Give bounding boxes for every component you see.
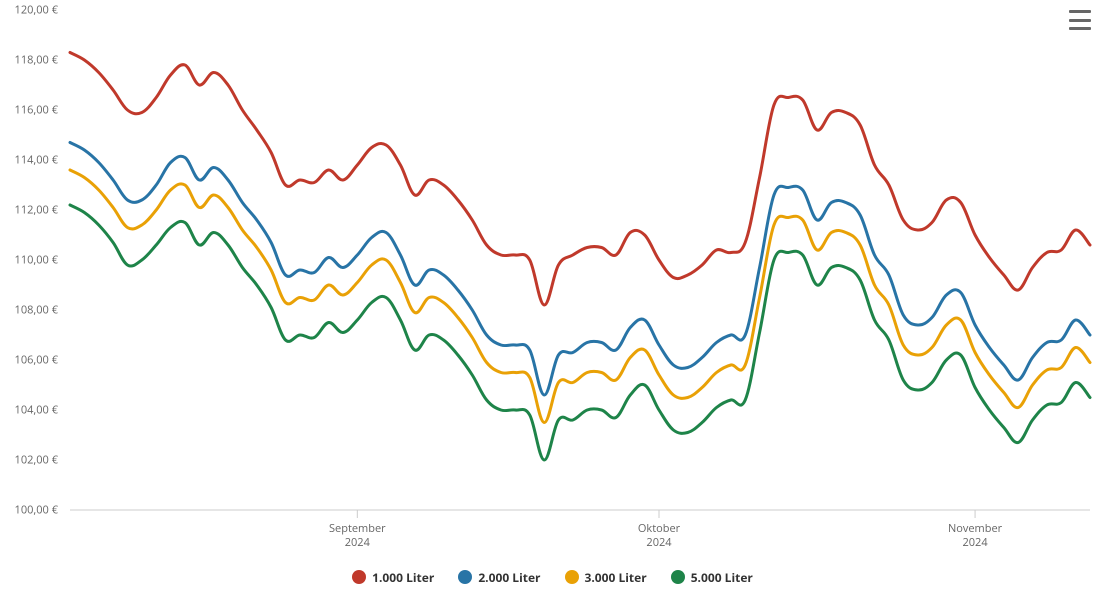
legend: 1.000 Liter 2.000 Liter 3.000 Liter 5.000 L…	[0, 569, 1105, 589]
legend-swatch-icon	[565, 570, 579, 584]
legend-label: 1.000 Liter	[372, 569, 434, 586]
legend-swatch-icon	[671, 570, 685, 584]
legend-item[interactable]: 2.000 Liter	[458, 569, 540, 586]
legend-swatch-icon	[458, 570, 472, 584]
y-tick-label: 110,00 €	[0, 253, 58, 268]
y-tick-label: 108,00 €	[0, 303, 58, 318]
y-tick-label: 112,00 €	[0, 203, 58, 218]
chart-svg	[0, 0, 1105, 602]
x-tick-label: September2024	[329, 522, 386, 551]
price-chart: 100,00 € 102,00 € 104,00 € 106,00 € 108,00 €…	[0, 0, 1105, 602]
x-tick-label: Oktober2024	[638, 522, 680, 551]
legend-label: 2.000 Liter	[478, 569, 540, 586]
legend-item[interactable]: 5.000 Liter	[671, 569, 753, 586]
x-tick-label: November2024	[948, 522, 1002, 551]
legend-swatch-icon	[352, 570, 366, 584]
y-tick-label: 116,00 €	[0, 103, 58, 118]
legend-item[interactable]: 1.000 Liter	[352, 569, 434, 586]
y-tick-label: 100,00 €	[0, 503, 58, 518]
y-tick-label: 114,00 €	[0, 153, 58, 168]
y-tick-label: 118,00 €	[0, 53, 58, 68]
y-tick-label: 120,00 €	[0, 3, 58, 18]
y-tick-label: 104,00 €	[0, 403, 58, 418]
legend-item[interactable]: 3.000 Liter	[565, 569, 647, 586]
legend-label: 3.000 Liter	[585, 569, 647, 586]
legend-label: 5.000 Liter	[691, 569, 753, 586]
y-tick-label: 102,00 €	[0, 453, 58, 468]
y-tick-label: 106,00 €	[0, 353, 58, 368]
